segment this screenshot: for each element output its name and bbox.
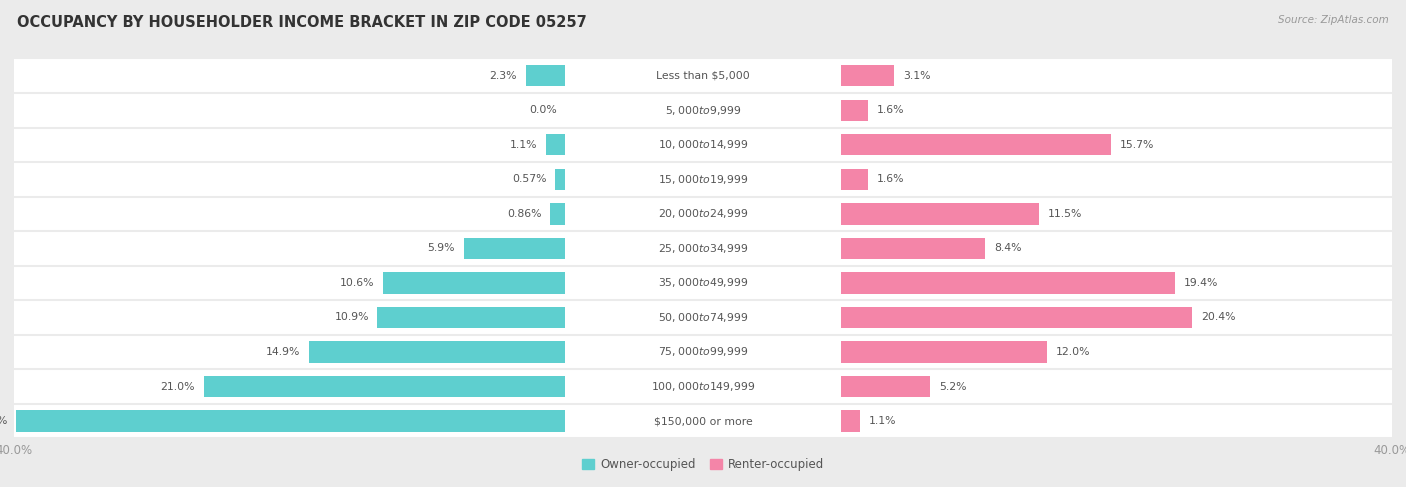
Text: $150,000 or more: $150,000 or more — [654, 416, 752, 426]
Bar — [841, 341, 1047, 363]
Bar — [841, 238, 986, 259]
Bar — [14, 58, 1392, 93]
Text: 20.4%: 20.4% — [1201, 313, 1236, 322]
Bar — [550, 203, 565, 225]
Bar — [464, 238, 565, 259]
Bar — [841, 203, 1039, 225]
Bar — [382, 272, 565, 294]
Bar — [841, 65, 894, 86]
Bar — [14, 197, 1392, 231]
Bar — [841, 376, 931, 397]
Text: 15.7%: 15.7% — [1119, 140, 1154, 150]
Text: 0.0%: 0.0% — [529, 105, 557, 115]
Text: 21.0%: 21.0% — [160, 381, 195, 392]
Text: 5.2%: 5.2% — [939, 381, 966, 392]
Text: $100,000 to $149,999: $100,000 to $149,999 — [651, 380, 755, 393]
Text: Less than $5,000: Less than $5,000 — [657, 71, 749, 81]
Text: OCCUPANCY BY HOUSEHOLDER INCOME BRACKET IN ZIP CODE 05257: OCCUPANCY BY HOUSEHOLDER INCOME BRACKET … — [17, 15, 586, 30]
Bar — [841, 99, 869, 121]
Bar — [14, 162, 1392, 197]
Bar — [14, 265, 1392, 300]
Text: 1.6%: 1.6% — [877, 174, 904, 184]
Bar — [14, 300, 1392, 335]
Bar — [14, 335, 1392, 369]
Text: 12.0%: 12.0% — [1056, 347, 1091, 357]
Text: 1.6%: 1.6% — [877, 105, 904, 115]
Text: 5.9%: 5.9% — [427, 244, 456, 253]
Text: Source: ZipAtlas.com: Source: ZipAtlas.com — [1278, 15, 1389, 25]
Text: 2.3%: 2.3% — [489, 71, 517, 81]
Bar — [308, 341, 565, 363]
Text: $10,000 to $14,999: $10,000 to $14,999 — [658, 138, 748, 151]
Text: 19.4%: 19.4% — [1184, 278, 1218, 288]
Bar — [14, 231, 1392, 265]
Bar — [14, 404, 1392, 438]
Text: 0.86%: 0.86% — [508, 209, 541, 219]
Text: 0.57%: 0.57% — [512, 174, 547, 184]
Bar — [14, 128, 1392, 162]
Text: 1.1%: 1.1% — [510, 140, 537, 150]
Text: $15,000 to $19,999: $15,000 to $19,999 — [658, 173, 748, 186]
Text: $50,000 to $74,999: $50,000 to $74,999 — [658, 311, 748, 324]
Text: 8.4%: 8.4% — [994, 244, 1022, 253]
Text: 31.9%: 31.9% — [0, 416, 7, 426]
Text: 10.9%: 10.9% — [335, 313, 368, 322]
Bar — [204, 376, 565, 397]
Text: $25,000 to $34,999: $25,000 to $34,999 — [658, 242, 748, 255]
Legend: Owner-occupied, Renter-occupied: Owner-occupied, Renter-occupied — [578, 453, 828, 476]
Bar — [841, 169, 869, 190]
Bar — [15, 411, 565, 432]
Bar — [14, 369, 1392, 404]
Text: 14.9%: 14.9% — [266, 347, 299, 357]
Bar — [14, 93, 1392, 128]
Text: 11.5%: 11.5% — [1047, 209, 1081, 219]
Bar — [547, 134, 565, 155]
Bar — [555, 169, 565, 190]
Text: 1.1%: 1.1% — [869, 416, 896, 426]
Text: 10.6%: 10.6% — [339, 278, 374, 288]
Text: $75,000 to $99,999: $75,000 to $99,999 — [658, 345, 748, 358]
Bar — [841, 307, 1192, 328]
Bar — [841, 134, 1111, 155]
Bar — [526, 65, 565, 86]
Text: $35,000 to $49,999: $35,000 to $49,999 — [658, 277, 748, 289]
Text: $5,000 to $9,999: $5,000 to $9,999 — [665, 104, 741, 117]
Text: 3.1%: 3.1% — [903, 71, 931, 81]
Text: $20,000 to $24,999: $20,000 to $24,999 — [658, 207, 748, 220]
Bar — [841, 411, 859, 432]
Bar — [841, 272, 1175, 294]
Bar — [377, 307, 565, 328]
